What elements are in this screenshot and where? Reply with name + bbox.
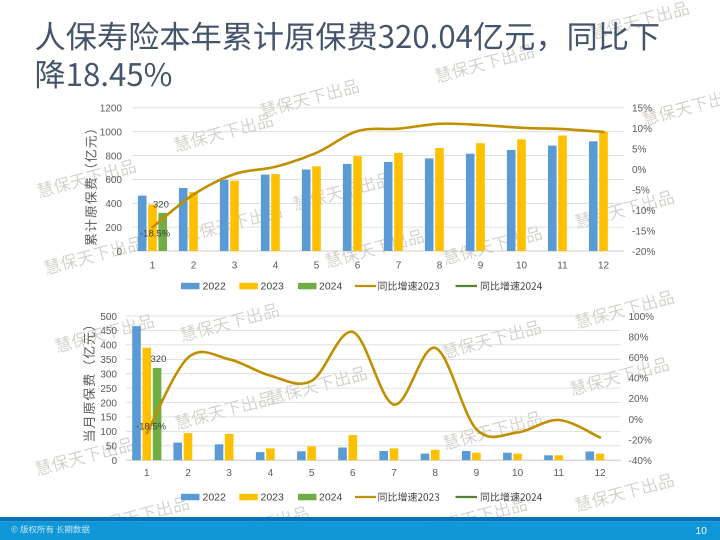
svg-text:40%: 40% (629, 374, 649, 385)
svg-text:-15%: -15% (632, 226, 655, 237)
svg-text:0: 0 (111, 456, 117, 467)
svg-text:-18.5%: -18.5% (136, 422, 167, 433)
svg-text:1: 1 (150, 261, 156, 272)
svg-text:-40%: -40% (629, 456, 652, 467)
svg-text:6: 6 (355, 261, 361, 272)
svg-text:3: 3 (232, 261, 238, 272)
svg-text:10%: 10% (632, 124, 652, 135)
svg-text:-5%: -5% (632, 185, 650, 196)
svg-text:0: 0 (116, 247, 122, 258)
svg-text:11: 11 (554, 468, 565, 479)
svg-text:11: 11 (557, 261, 568, 272)
svg-text:100%: 100% (629, 312, 655, 323)
svg-text:800: 800 (105, 151, 122, 162)
svg-text:400: 400 (105, 199, 122, 210)
svg-text:2023: 2023 (261, 492, 285, 504)
svg-text:2022: 2022 (203, 492, 227, 504)
svg-text:9: 9 (474, 468, 480, 479)
svg-text:5: 5 (309, 468, 315, 479)
svg-text:15%: 15% (632, 104, 652, 115)
svg-text:500: 500 (100, 312, 117, 323)
svg-text:320: 320 (151, 354, 167, 365)
svg-text:2024: 2024 (319, 492, 343, 504)
svg-text:10: 10 (516, 261, 528, 272)
svg-text:10: 10 (512, 468, 524, 479)
svg-text:250: 250 (100, 384, 117, 395)
svg-text:400: 400 (100, 341, 117, 352)
svg-text:320: 320 (153, 200, 169, 211)
svg-text:-10%: -10% (632, 206, 655, 217)
svg-text:350: 350 (100, 355, 117, 366)
svg-text:-18.5%: -18.5% (140, 228, 171, 239)
svg-text:4: 4 (273, 261, 279, 272)
svg-text:-20%: -20% (632, 247, 655, 258)
svg-text:12: 12 (594, 468, 606, 479)
svg-text:100: 100 (100, 427, 117, 438)
svg-text:600: 600 (105, 175, 122, 186)
svg-text:8: 8 (432, 468, 438, 479)
svg-text:2: 2 (185, 468, 191, 479)
svg-text:20%: 20% (629, 394, 649, 405)
svg-text:150: 150 (100, 413, 117, 424)
svg-text:5%: 5% (632, 145, 647, 156)
svg-text:50: 50 (106, 442, 118, 453)
svg-text:7: 7 (396, 261, 402, 272)
svg-text:10: 10 (695, 525, 707, 537)
svg-text:3: 3 (226, 468, 232, 479)
svg-text:9: 9 (478, 261, 484, 272)
svg-text:-20%: -20% (629, 435, 652, 446)
svg-text:0%: 0% (632, 165, 647, 176)
svg-text:1: 1 (144, 468, 150, 479)
svg-text:2023: 2023 (261, 281, 285, 293)
svg-text:12: 12 (598, 261, 610, 272)
svg-text:2022: 2022 (203, 281, 227, 293)
svg-text:300: 300 (100, 370, 117, 381)
svg-text:60%: 60% (629, 353, 649, 364)
svg-text:4: 4 (268, 468, 274, 479)
svg-text:5: 5 (314, 261, 320, 272)
svg-text:6: 6 (350, 468, 356, 479)
svg-text:200: 200 (105, 223, 122, 234)
svg-text:0%: 0% (629, 415, 644, 426)
svg-text:1000: 1000 (100, 128, 123, 139)
svg-text:450: 450 (100, 326, 117, 337)
svg-text:2: 2 (191, 261, 197, 272)
svg-text:8: 8 (437, 261, 443, 272)
svg-text:2024: 2024 (319, 281, 343, 293)
svg-text:80%: 80% (629, 332, 649, 343)
svg-text:200: 200 (100, 398, 117, 409)
svg-text:7: 7 (391, 468, 397, 479)
svg-text:1200: 1200 (100, 104, 123, 115)
